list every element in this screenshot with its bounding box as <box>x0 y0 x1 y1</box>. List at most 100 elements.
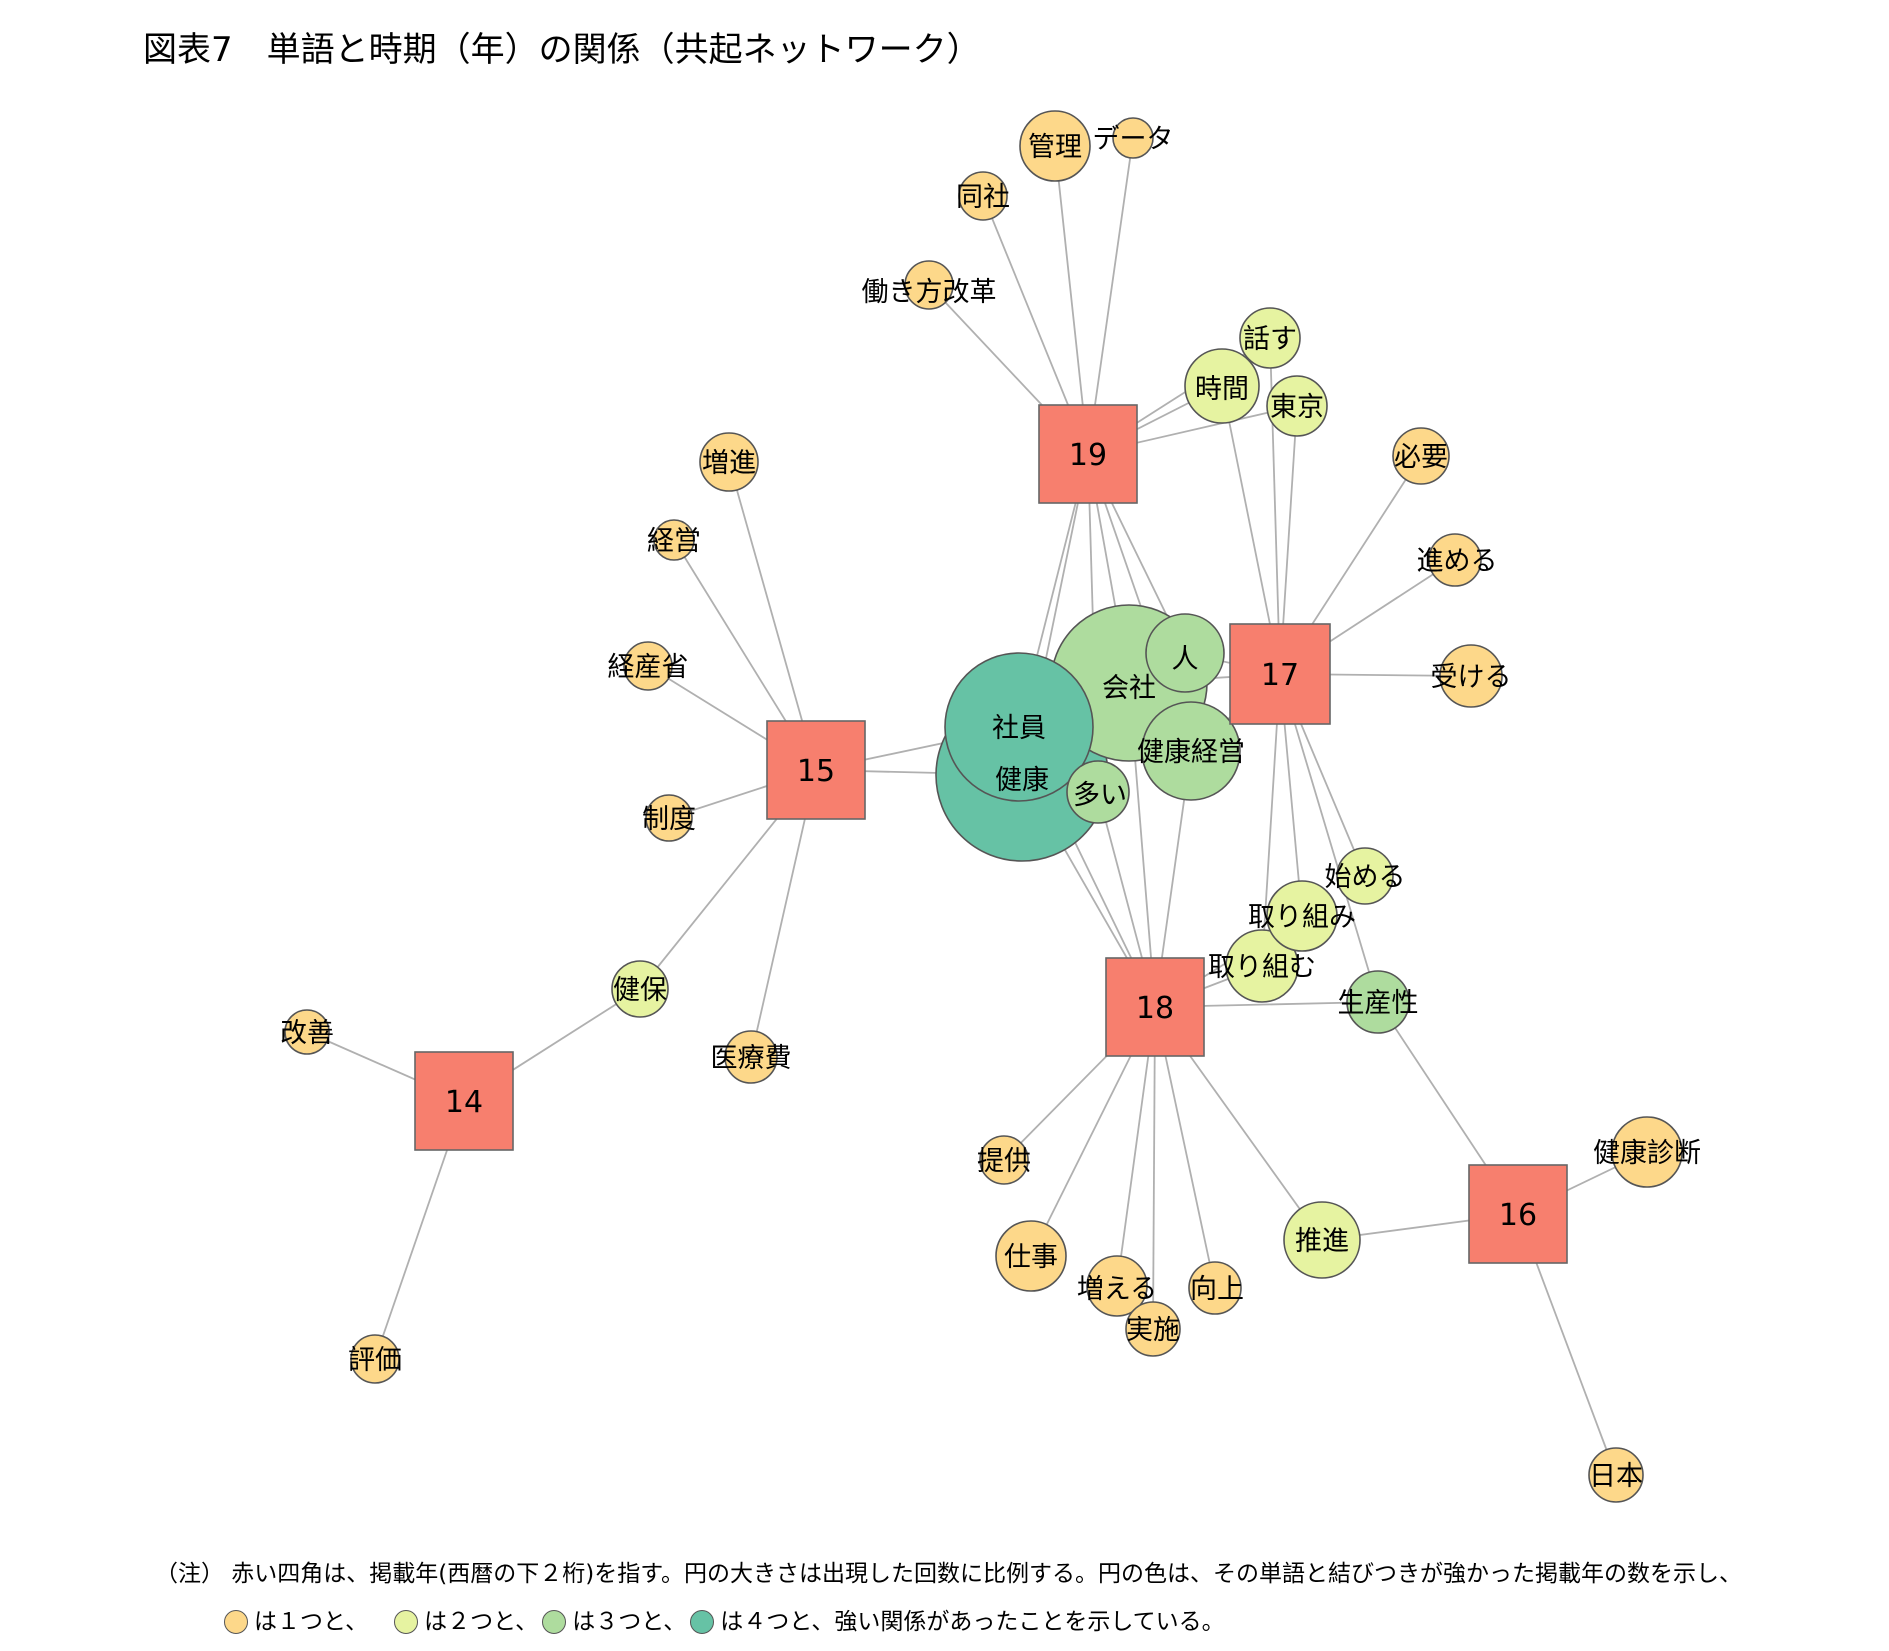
word-node-hatarakikata <box>904 260 954 310</box>
word-label-nihon: 日本 <box>1589 1461 1643 1492</box>
word-node-seisansei <box>1346 970 1410 1034</box>
edge-y19-kanri <box>1054 145 1089 455</box>
word-label-dousha: 同社 <box>956 182 1010 213</box>
word-node-ukeru <box>1439 644 1503 708</box>
note-line-1: （注） 赤い四角は、掲載年(西暦の下２桁)を指す。円の大きさは出現した回数に比例… <box>155 1561 1742 1587</box>
note-legend: は１つと、 は２つと、 は３つと、 は４つと、強い関係があったことを示している。 <box>155 1598 1742 1646</box>
year-node-15 <box>766 720 866 820</box>
word-node-jisshi <box>1125 1301 1181 1357</box>
year-node-19 <box>1038 404 1138 504</box>
word-label-teikyou: 提供 <box>977 1146 1031 1177</box>
word-label-torikumi: 取り組み <box>1248 902 1356 933</box>
year-node-17 <box>1229 623 1331 725</box>
word-node-hito <box>1145 613 1225 693</box>
word-label-kenkou: 健康 <box>995 765 1049 796</box>
edge-y15-zoushin <box>728 461 817 771</box>
legend-text-1: は１つと、 <box>254 1609 369 1635</box>
word-label-hanasu: 話す <box>1243 324 1297 355</box>
word-label-jikan: 時間 <box>1195 374 1249 405</box>
word-node-hyouka <box>350 1334 400 1384</box>
word-label-koujou: 向上 <box>1190 1274 1244 1305</box>
word-label-data: データ <box>1093 124 1174 155</box>
word-label-jisshi: 実施 <box>1126 1315 1180 1346</box>
word-node-iryouhi <box>724 1030 778 1084</box>
year-node-16 <box>1468 1164 1568 1264</box>
word-node-hitsuyou <box>1392 427 1450 485</box>
edge-y17-seisansei <box>1279 673 1379 1003</box>
word-node-teikyou <box>979 1135 1029 1185</box>
word-node-nihon <box>1588 1447 1644 1503</box>
year-label-19: 19 <box>1069 438 1107 473</box>
word-node-koujou <box>1188 1261 1242 1315</box>
word-node-kenkoukeiei <box>1141 701 1241 801</box>
legend-dot-3 <box>542 1610 567 1634</box>
word-node-kaizen <box>284 1009 330 1055</box>
word-node-kenpo <box>611 960 669 1018</box>
legend-text-4: は４つと、強い関係があったことを示している。 <box>720 1609 1225 1635</box>
word-node-shigoto <box>995 1220 1067 1292</box>
year-label-15: 15 <box>797 754 835 789</box>
word-label-kaizen: 改善 <box>280 1018 334 1049</box>
edge-y18-jisshi <box>1152 1006 1156 1330</box>
legend-dot-1 <box>224 1610 248 1634</box>
word-label-keisansho: 経産省 <box>608 652 689 683</box>
word-node-seido <box>645 794 693 842</box>
word-node-fueru <box>1086 1255 1148 1317</box>
word-node-torikumu <box>1225 929 1299 1003</box>
word-label-kanri: 管理 <box>1028 132 1082 163</box>
word-label-ooi: 多い <box>1073 780 1127 811</box>
word-label-zoushin: 増進 <box>702 448 756 479</box>
word-node-keisansho <box>623 641 673 691</box>
year-node-18 <box>1105 957 1205 1057</box>
word-label-hitsuyou: 必要 <box>1394 442 1448 473</box>
word-label-fueru: 増える <box>1077 1274 1157 1305</box>
word-node-hajimeru <box>1336 847 1394 905</box>
word-label-suishin: 推進 <box>1295 1226 1349 1257</box>
word-node-keiei <box>653 519 695 561</box>
word-node-zoushin <box>699 432 759 492</box>
legend-text-3: は３つと、 <box>572 1609 687 1635</box>
year-label-17: 17 <box>1261 658 1299 693</box>
edge-y19-data <box>1087 137 1134 455</box>
word-label-hatarakikata: 働き方改革 <box>862 277 997 308</box>
word-label-hajimeru: 始める <box>1325 862 1406 893</box>
legend-text-2: は２つと、 <box>424 1609 539 1635</box>
legend-dot-2 <box>394 1610 419 1634</box>
word-label-iryouhi: 医療費 <box>711 1043 792 1074</box>
word-node-hanasu <box>1239 307 1301 369</box>
figure-note: （注） 赤い四角は、掲載年(西暦の下２桁)を指す。円の大きさは出現した回数に比例… <box>155 1550 1742 1646</box>
year-label-16: 16 <box>1499 1198 1537 1233</box>
word-label-kenpo: 健保 <box>613 975 667 1006</box>
word-label-ukeru: 受ける <box>1431 662 1512 693</box>
word-label-tokyo: 東京 <box>1270 392 1324 423</box>
word-label-keiei: 経営 <box>647 526 701 557</box>
word-label-kenkoushindan: 健康診断 <box>1593 1138 1701 1169</box>
word-node-torikumi <box>1266 880 1338 952</box>
word-label-shigoto: 仕事 <box>1004 1242 1058 1273</box>
year-label-18: 18 <box>1136 991 1174 1026</box>
word-node-susumeru <box>1428 533 1482 587</box>
year-label-14: 14 <box>445 1085 483 1120</box>
legend-dot-4 <box>690 1610 715 1634</box>
word-node-kanri <box>1019 110 1091 182</box>
word-node-ooi <box>1066 760 1130 824</box>
word-label-torikumu: 取り組む <box>1208 952 1316 983</box>
word-node-shain <box>944 652 1094 802</box>
word-label-shain: 社員 <box>992 713 1046 744</box>
word-node-suishin <box>1283 1201 1361 1279</box>
word-label-kenkoukeiei: 健康経営 <box>1137 737 1245 768</box>
word-label-seisansei: 生産性 <box>1338 988 1419 1019</box>
figure-title: 図表7 単語と時期（年）の関係（共起ネットワーク） <box>143 30 981 70</box>
word-label-seido: 制度 <box>642 804 696 835</box>
word-label-hito: 人 <box>1172 644 1199 675</box>
word-node-data <box>1112 117 1154 159</box>
word-node-dousha <box>958 171 1008 221</box>
word-node-kenkoushindan <box>1611 1116 1683 1188</box>
word-label-susumeru: 進める <box>1417 546 1498 577</box>
year-node-14 <box>414 1051 514 1151</box>
word-label-kaisha: 会社 <box>1102 673 1156 704</box>
word-label-hyouka: 評価 <box>348 1345 402 1376</box>
word-node-jikan <box>1184 348 1260 424</box>
